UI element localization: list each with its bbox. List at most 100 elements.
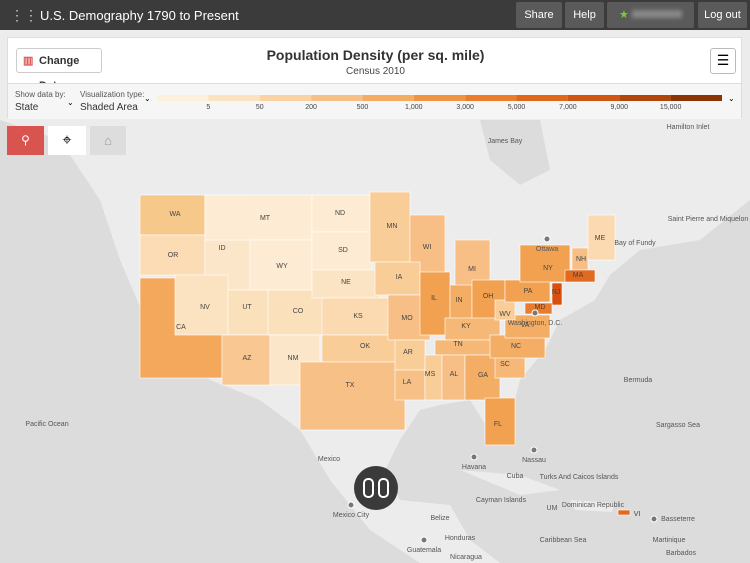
state-shape: [299, 361, 406, 431]
state-label: VA: [521, 322, 530, 329]
legend-label: 15,000: [660, 104, 682, 111]
place-label: Nicaragua: [450, 554, 482, 561]
state-shape: [551, 282, 563, 306]
state-shape: [394, 339, 426, 371]
legend-label: 500: [357, 104, 369, 111]
state-shape: [504, 314, 551, 339]
state-shape: [227, 289, 269, 336]
state-label: MN: [387, 223, 398, 230]
legend-label: 1,000: [405, 104, 423, 111]
legend-swatch: [619, 95, 671, 101]
place-label: Ottawa: [536, 246, 558, 253]
state-label: TX: [346, 382, 355, 389]
place-label: UM: [547, 505, 558, 512]
state-label: OH: [483, 293, 494, 300]
legend-swatch: [362, 95, 414, 101]
state-label: AL: [450, 371, 459, 378]
state-label: ID: [219, 245, 226, 252]
place-label: Belize: [430, 515, 449, 522]
place-label: Basseterre: [661, 516, 695, 523]
legend-swatch: [259, 95, 312, 101]
state-label: OR: [168, 252, 179, 259]
state-label: KS: [353, 313, 363, 320]
play-icon: [363, 478, 374, 498]
state-label: KY: [461, 323, 471, 330]
menu-icon[interactable]: ⋮⋮: [10, 7, 38, 23]
show-by-label: Show data by:: [15, 90, 66, 99]
state-shape: [617, 509, 631, 516]
state-label: WI: [423, 244, 432, 251]
state-label: TN: [453, 341, 462, 348]
state-shape: [564, 269, 596, 283]
place-label: Barbados: [666, 550, 696, 557]
help-button[interactable]: Help: [565, 2, 604, 28]
menu-button[interactable]: ☰: [710, 48, 736, 74]
islands: [460, 470, 615, 512]
state-shape: [524, 302, 553, 315]
legend-swatch: [157, 95, 209, 101]
share-button[interactable]: Share: [516, 2, 562, 28]
place-label: Washington, D.C.: [508, 320, 563, 327]
legend-swatch: [516, 95, 568, 101]
legend-swatch: [311, 95, 363, 101]
legend-label: 9,000: [611, 104, 629, 111]
legend-label: 5: [206, 104, 210, 111]
search-button[interactable]: ⚲: [7, 126, 44, 155]
state-label: IN: [456, 297, 463, 304]
place-label: Cuba: [507, 473, 524, 480]
legend-label: 7,000: [559, 104, 577, 111]
state-label: IA: [396, 274, 403, 281]
state-shape: [311, 269, 381, 299]
state-label: ND: [335, 210, 345, 217]
state-shape: [519, 244, 571, 283]
show-by-select[interactable]: State: [15, 102, 39, 113]
place-label: Caribbean Sea: [540, 537, 587, 544]
state-shape: [374, 261, 421, 296]
legend: 5 50 200 500 1,000 3,000 5,000 7,000 9,000 15,000: [157, 95, 722, 111]
state-label: NJ: [552, 289, 561, 296]
state-label: AR: [403, 349, 413, 356]
state-label: MA: [573, 272, 584, 279]
user-button[interactable]: ★: [607, 2, 694, 28]
state-shape: [369, 191, 411, 263]
play-button[interactable]: [354, 466, 398, 510]
viz-label: Visualization type:: [80, 90, 145, 99]
state-shape: [311, 231, 373, 271]
state-label: AZ: [243, 355, 253, 362]
viz-select[interactable]: Shaded Area: [80, 102, 138, 113]
city-marker: [543, 235, 551, 243]
city-marker: [347, 501, 355, 509]
place-label: Saint Pierre and Miquelon: [668, 216, 749, 223]
state-label: VI: [634, 511, 641, 518]
legend-swatch: [670, 95, 722, 101]
legend-swatch: [208, 95, 260, 101]
state-shape: [484, 397, 516, 446]
state-label: NY: [543, 265, 553, 272]
state-label: MS: [425, 371, 436, 378]
state-label: NE: [341, 279, 351, 286]
logout-button[interactable]: Log out: [698, 2, 747, 28]
place-label: Mexico City: [333, 512, 370, 519]
legend-swatch: [465, 95, 517, 101]
state-label: MO: [401, 315, 413, 322]
chevron: ⌄: [67, 98, 74, 107]
book-icon: ▥: [23, 55, 34, 67]
state-label: WV: [499, 311, 511, 318]
state-label: NH: [576, 256, 586, 263]
state-shape: [139, 194, 206, 236]
city-marker: [470, 453, 478, 461]
bay: [480, 120, 550, 185]
state-shape: [311, 194, 371, 233]
place-label: Mexico: [318, 456, 340, 463]
legend-label: 200: [305, 104, 317, 111]
place-label: Sargasso Sea: [656, 422, 700, 429]
locate-button[interactable]: ⌖: [48, 126, 86, 155]
home-button[interactable]: ⌂: [90, 126, 126, 155]
place-label: Honduras: [445, 535, 476, 542]
state-label: FL: [494, 421, 502, 428]
state-label: SC: [500, 361, 510, 368]
top-bar: ⋮⋮ U.S. Demography 1790 to Present Share…: [0, 0, 750, 30]
legend-swatch: [567, 95, 620, 101]
state-shape: [394, 369, 426, 401]
